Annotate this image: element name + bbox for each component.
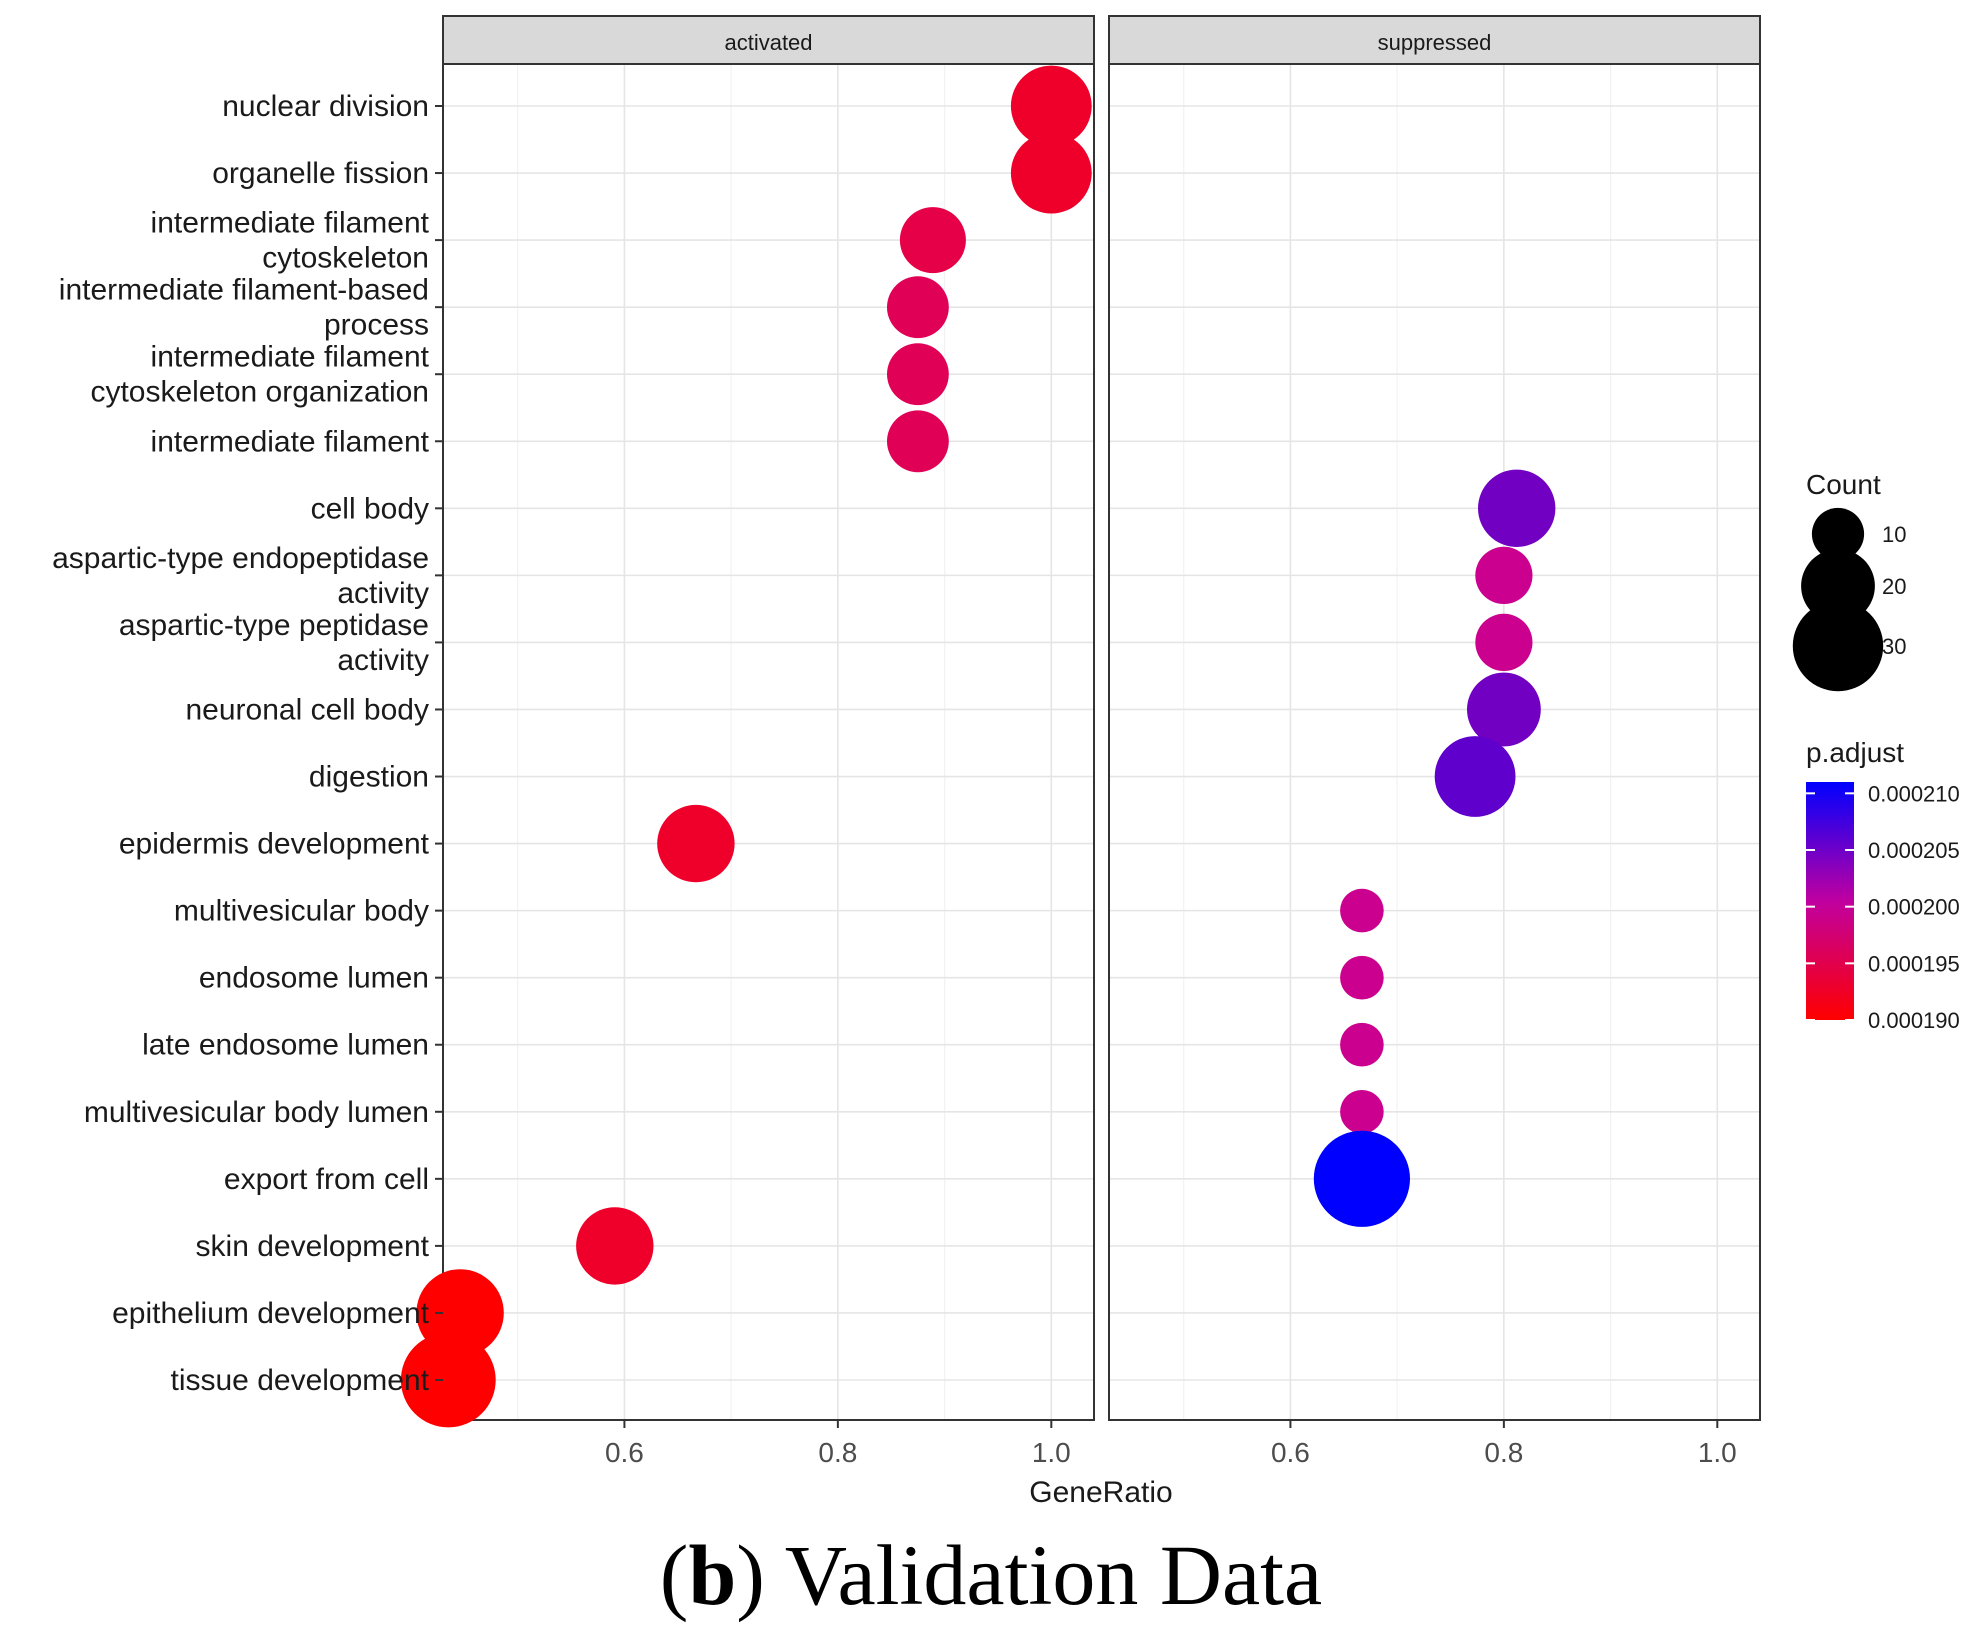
facet-strip (442, 15, 1095, 65)
colorbar-label: 0.000200 (1868, 895, 1960, 920)
colorbar-label: 0.000190 (1868, 1008, 1960, 1033)
facet-panels: activated suppressed (400, 15, 1761, 1428)
size-legend-dot (1811, 507, 1865, 561)
category-labels: nuclear division organelle fission interme… (52, 90, 443, 1397)
category-label: aspartic-type endopeptidase (52, 542, 429, 575)
facet-strip-label: activated (724, 30, 812, 55)
dot-activated-row-4 (887, 343, 949, 406)
dot-activated-row-2 (899, 207, 966, 274)
size-legend-label: 10 (1882, 522, 1906, 547)
caption-rest: ) Validation Data (736, 1527, 1322, 1623)
dot-suppressed-row-14 (1340, 1022, 1384, 1067)
caption-letter: b (688, 1527, 736, 1623)
dot-suppressed-row-8 (1475, 613, 1533, 672)
dot-suppressed-row-7 (1475, 546, 1533, 605)
colorbar-label: 0.000210 (1868, 781, 1960, 806)
category-label: intermediate filament (151, 425, 430, 458)
category-label: neuronal cell body (185, 694, 429, 727)
category-label: activity (337, 577, 429, 610)
dot-activated-row-11 (657, 804, 735, 883)
category-label: late endosome lumen (142, 1029, 429, 1062)
category-label: skin development (196, 1230, 430, 1263)
facet-panel-activated: activated (400, 15, 1095, 1428)
category-label: multivesicular body lumen (84, 1096, 429, 1129)
size-legend-label: 20 (1882, 574, 1906, 599)
x-tick-label: 1.0 (1032, 1437, 1071, 1468)
category-label: multivesicular body (174, 895, 429, 928)
category-label: cell body (311, 492, 429, 525)
size-legend-dot (1801, 549, 1875, 623)
category-label: intermediate filament (151, 207, 430, 240)
category-label: epidermis development (119, 828, 430, 861)
colorbar-label: 0.000195 (1868, 951, 1960, 976)
size-legend-label: 30 (1882, 634, 1906, 659)
category-label: process (324, 309, 429, 342)
size-legend-dot (1792, 600, 1884, 692)
category-label: digestion (309, 761, 429, 794)
dot-suppressed-row-13 (1340, 955, 1384, 1000)
x-tick-label: 0.8 (1484, 1437, 1523, 1468)
category-label: endosome lumen (199, 962, 429, 995)
category-label: nuclear division (222, 90, 429, 123)
dot-activated-row-19 (400, 1332, 496, 1428)
dot-suppressed-row-15 (1340, 1090, 1384, 1134)
facet-strip-label: suppressed (1378, 30, 1492, 55)
category-label: cytoskeleton (262, 242, 429, 275)
size-legend-keys: 10 20 30 (1792, 507, 1906, 692)
x-tick-label: 0.8 (818, 1437, 857, 1468)
color-legend-ticks: 0.000210 0.000205 0.000200 0.000195 0.000190 (1806, 781, 1960, 1033)
dot-suppressed-row-16 (1313, 1130, 1410, 1227)
dot-activated-row-3 (887, 276, 949, 339)
x-axis-ticks: 0.6 0.8 1.0 0.6 0.8 1.0 (605, 1420, 1737, 1468)
category-label: tissue development (171, 1364, 430, 1397)
caption-open: ( (660, 1527, 689, 1623)
color-legend-colorbar (1806, 782, 1854, 1020)
x-tick-label: 0.6 (1271, 1437, 1310, 1468)
color-legend-title: p.adjust (1806, 737, 1904, 768)
category-label: cytoskeleton organization (90, 376, 429, 409)
dot-activated-row-17 (576, 1207, 654, 1285)
category-label: activity (337, 644, 429, 677)
colorbar-label: 0.000205 (1868, 838, 1960, 863)
dot-activated-row-1 (1010, 132, 1092, 214)
category-label: epithelium development (112, 1297, 430, 1330)
x-axis-title: GeneRatio (1029, 1476, 1172, 1509)
facet-strip (1108, 15, 1761, 65)
x-tick-label: 1.0 (1698, 1437, 1737, 1468)
category-label: intermediate filament-based (59, 274, 429, 307)
dot-activated-row-0 (1010, 65, 1092, 147)
size-legend-title: Count (1806, 469, 1881, 500)
panel-background (443, 64, 1094, 1420)
category-label: aspartic-type peptidase (119, 609, 429, 642)
category-label: organelle fission (212, 157, 429, 190)
x-tick-label: 0.6 (605, 1437, 644, 1468)
category-label: export from cell (224, 1163, 429, 1196)
dot-suppressed-row-6 (1478, 469, 1556, 547)
figure-caption: (b) Validation Data (660, 1527, 1322, 1623)
facet-panel-suppressed: suppressed (1108, 15, 1761, 1421)
dot-suppressed-row-10 (1434, 736, 1516, 817)
category-label: intermediate filament (151, 341, 430, 374)
dot-suppressed-row-12 (1340, 888, 1384, 933)
dot-activated-row-5 (887, 410, 949, 473)
dot-suppressed-row-9 (1467, 672, 1541, 747)
panel-background (1109, 64, 1760, 1420)
